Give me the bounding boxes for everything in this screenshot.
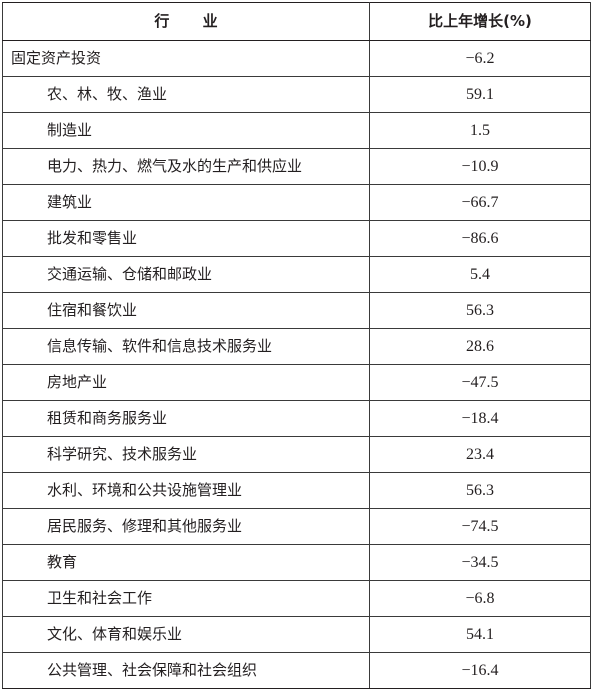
industry-cell: 信息传输、软件和信息技术服务业 [2, 328, 370, 365]
growth-cell: −47.5 [369, 364, 591, 401]
table-row: 公共管理、社会保障和社会组织 −16.4 [2, 652, 591, 689]
table-row: 卫生和社会工作 −6.8 [2, 580, 591, 617]
growth-cell: 56.3 [369, 472, 591, 509]
industry-cell: 水利、环境和公共设施管理业 [2, 472, 370, 509]
table-row: 租赁和商务服务业 −18.4 [2, 400, 591, 437]
table-row: 固定资产投资 −6.2 [2, 40, 591, 77]
industry-cell: 居民服务、修理和其他服务业 [2, 508, 370, 545]
table-row: 农、林、牧、渔业 59.1 [2, 76, 591, 113]
growth-cell: 5.4 [369, 256, 591, 293]
growth-cell: 1.5 [369, 112, 591, 149]
growth-cell: −6.8 [369, 580, 591, 617]
industry-cell: 建筑业 [2, 184, 370, 221]
growth-cell: −16.4 [369, 652, 591, 689]
industry-cell: 制造业 [2, 112, 370, 149]
growth-cell: −18.4 [369, 400, 591, 437]
table-row: 文化、体育和娱乐业 54.1 [2, 616, 591, 653]
table-row: 科学研究、技术服务业 23.4 [2, 436, 591, 473]
table-row: 教育 −34.5 [2, 544, 591, 581]
industry-cell: 批发和零售业 [2, 220, 370, 257]
industry-cell: 科学研究、技术服务业 [2, 436, 370, 473]
industry-column-header: 行 业 [2, 2, 370, 41]
industry-cell: 交通运输、仓储和邮政业 [2, 256, 370, 293]
table-row: 住宿和餐饮业 56.3 [2, 292, 591, 329]
table-row: 电力、热力、燃气及水的生产和供应业 −10.9 [2, 148, 591, 185]
growth-column-header: 比上年增长(%) [369, 2, 591, 41]
growth-cell: 59.1 [369, 76, 591, 113]
growth-cell: 23.4 [369, 436, 591, 473]
table-row: 交通运输、仓储和邮政业 5.4 [2, 256, 591, 293]
industry-cell: 房地产业 [2, 364, 370, 401]
growth-cell: −6.2 [369, 40, 591, 77]
industry-cell: 公共管理、社会保障和社会组织 [2, 652, 370, 689]
industry-cell: 电力、热力、燃气及水的生产和供应业 [2, 148, 370, 185]
growth-cell: −34.5 [369, 544, 591, 581]
industry-cell: 文化、体育和娱乐业 [2, 616, 370, 653]
growth-cell: −86.6 [369, 220, 591, 257]
growth-cell: −10.9 [369, 148, 591, 185]
growth-cell: 54.1 [369, 616, 591, 653]
growth-cell: −66.7 [369, 184, 591, 221]
table-row: 信息传输、软件和信息技术服务业 28.6 [2, 328, 591, 365]
industry-cell: 教育 [2, 544, 370, 581]
table-row: 房地产业 −47.5 [2, 364, 591, 401]
industry-cell: 卫生和社会工作 [2, 580, 370, 617]
table-row: 建筑业 −66.7 [2, 184, 591, 221]
table-row: 水利、环境和公共设施管理业 56.3 [2, 472, 591, 509]
growth-cell: 28.6 [369, 328, 591, 365]
industry-cell: 农、林、牧、渔业 [2, 76, 370, 113]
industry-cell: 住宿和餐饮业 [2, 292, 370, 329]
table-row: 制造业 1.5 [2, 112, 591, 149]
industry-cell: 固定资产投资 [2, 40, 370, 77]
table-row: 居民服务、修理和其他服务业 −74.5 [2, 508, 591, 545]
table-row: 批发和零售业 −86.6 [2, 220, 591, 257]
table-header-row: 行 业 比上年增长(%) [2, 2, 591, 41]
growth-cell: 56.3 [369, 292, 591, 329]
growth-cell: −74.5 [369, 508, 591, 545]
industry-cell: 租赁和商务服务业 [2, 400, 370, 437]
